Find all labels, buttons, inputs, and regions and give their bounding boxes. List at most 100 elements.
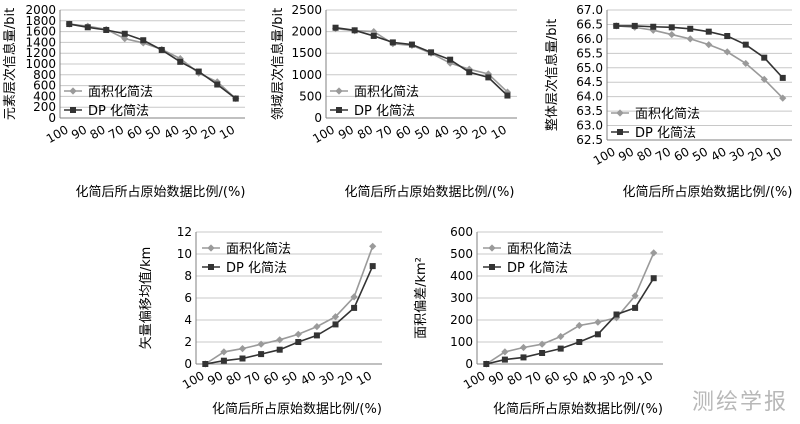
- legend-marker: [488, 244, 496, 252]
- x-tick-label: 40: [162, 122, 182, 142]
- legend-label: 面积化简法: [88, 84, 153, 100]
- data-point: [632, 304, 639, 311]
- y-axis-label: 矢量偏移均值/km: [138, 247, 154, 350]
- data-point: [140, 37, 147, 44]
- y-tick-label: 6: [184, 291, 192, 305]
- y-tick-label: 62.5: [576, 133, 603, 147]
- data-point: [742, 59, 750, 68]
- y-tick-label: 64.5: [576, 75, 603, 89]
- y-tick-label: 0: [48, 111, 56, 125]
- x-tick-label: 10: [635, 368, 655, 388]
- data-point: [650, 23, 657, 30]
- x-tick-label: 60: [672, 144, 692, 164]
- x-tick-label: 30: [598, 368, 618, 388]
- x-tick-label: 10: [354, 368, 374, 388]
- x-tick-label: 100: [180, 368, 207, 392]
- data-point: [332, 24, 339, 31]
- data-point: [258, 351, 265, 358]
- series-line-dp-method: [335, 26, 509, 97]
- series-line-dp-method: [69, 23, 237, 100]
- data-point: [687, 25, 694, 32]
- data-point: [220, 357, 227, 364]
- x-tick-label: 70: [653, 144, 673, 164]
- data-point: [504, 92, 511, 99]
- data-point: [557, 345, 564, 352]
- legend-label: 面积化简法: [226, 241, 291, 257]
- legend-label: 面积化简法: [354, 84, 419, 100]
- data-point: [761, 54, 768, 61]
- data-point: [351, 304, 358, 311]
- data-point: [538, 340, 546, 348]
- y-tick-label: 65.5: [576, 46, 603, 60]
- series-line-dp-method: [205, 265, 374, 365]
- x-axis-label: 化简后所占原始数据比例/(%): [212, 401, 382, 417]
- data-point: [723, 48, 731, 56]
- legend-label: DP 化简法: [354, 103, 415, 119]
- y-tick-label: 1800: [25, 14, 56, 28]
- data-point: [295, 339, 302, 345]
- x-tick-label: 90: [336, 122, 356, 142]
- data-point: [613, 22, 620, 29]
- x-tick-label: 20: [616, 368, 636, 388]
- data-point: [631, 292, 639, 300]
- y-tick-label: 1500: [291, 46, 322, 60]
- data-point: [779, 94, 787, 102]
- x-tick-label: 70: [374, 122, 394, 142]
- data-point: [447, 56, 454, 63]
- x-tick-label: 90: [205, 368, 225, 388]
- data-point: [686, 35, 694, 43]
- data-point: [176, 55, 184, 63]
- x-tick-label: 10: [489, 122, 509, 142]
- data-point: [332, 321, 339, 328]
- y-tick-label: 500: [299, 89, 322, 103]
- x-axis-label: 化简后所占原始数据比例/(%): [493, 401, 663, 417]
- x-tick-label: 20: [470, 122, 490, 142]
- data-point: [705, 28, 712, 35]
- legend-marker: [70, 107, 76, 113]
- legend-marker: [69, 87, 77, 95]
- series-line-area-method: [204, 246, 374, 365]
- legend: 面积化简法 DP 化简法: [64, 84, 153, 119]
- legend: 面积化简法 DP 化简法: [202, 241, 291, 276]
- legend-marker: [616, 109, 624, 117]
- x-tick-label: 90: [486, 368, 506, 388]
- y-tick-label: 100: [450, 335, 473, 349]
- y-tick-label: 400: [450, 269, 473, 283]
- data-point: [631, 22, 638, 29]
- data-point: [594, 331, 601, 338]
- series-line-dp-method: [486, 277, 655, 365]
- data-point: [257, 340, 265, 348]
- y-tick-label: 12: [177, 225, 192, 239]
- x-tick-label: 40: [709, 144, 729, 164]
- data-point: [539, 350, 546, 356]
- data-point: [220, 348, 228, 356]
- data-point: [232, 95, 239, 102]
- x-tick-label: 70: [523, 368, 543, 388]
- x-tick-label: 40: [431, 122, 451, 142]
- data-point: [370, 32, 377, 39]
- data-point: [84, 24, 91, 31]
- y-tick-label: 1000: [25, 57, 56, 71]
- data-point: [650, 275, 657, 282]
- x-tick-label: 40: [298, 368, 318, 388]
- data-point: [313, 332, 320, 339]
- data-point: [238, 345, 247, 353]
- x-tick-label: 10: [217, 122, 237, 142]
- x-tick-label: 60: [125, 122, 145, 142]
- x-tick-label: 90: [69, 122, 89, 142]
- x-tick-label: 70: [242, 368, 262, 388]
- y-tick-label: 1000: [291, 68, 322, 82]
- x-tick-label: 30: [451, 122, 471, 142]
- data-point: [158, 46, 165, 53]
- y-tick-label: 64.0: [576, 90, 603, 104]
- data-point: [520, 354, 527, 361]
- y-tick-label: 1400: [25, 35, 56, 49]
- x-tick-label: 50: [143, 122, 163, 142]
- x-tick-label: 100: [310, 122, 337, 146]
- legend-label: DP 化简法: [507, 260, 568, 276]
- x-tick-label: 30: [180, 122, 200, 142]
- data-point: [202, 361, 209, 367]
